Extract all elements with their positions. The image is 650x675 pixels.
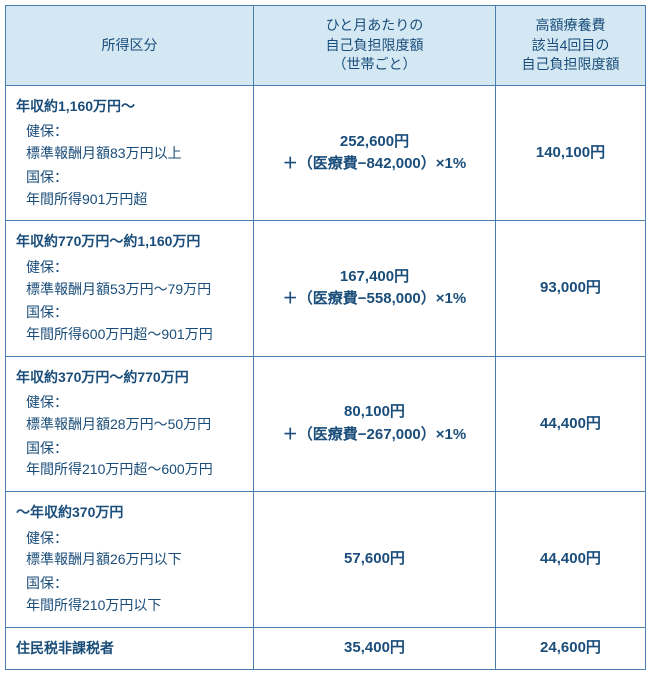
monthly-limit-line1: 57,600円 [258,548,491,571]
monthly-limit-line1: 167,400円 [258,266,491,289]
fourth-time-limit-cell: 93,000円 [496,221,646,356]
fourth-time-limit-cell: 140,100円 [496,85,646,220]
header-mid-l2: 自己負担限度額 [326,37,424,53]
fourth-time-limit-cell: 24,600円 [496,627,646,670]
kokuho-label: 国保： [26,573,243,595]
header-mid-l1: ひと月あたりの [326,17,424,33]
kokuho-text: 年間所得210万円以下 [26,595,243,617]
kenpo-label: 健保： [26,121,243,143]
header-fourth-time-limit: 高額療養費 該当4回目の 自己負担限度額 [496,6,646,86]
monthly-limit-line2: ＋（医療費−558,000）×1% [258,288,491,311]
kenpo-text: 標準報酬月額83万円以上 [26,143,243,165]
table-header-row: 所得区分 ひと月あたりの 自己負担限度額 （世帯ごと） 高額療養費 該当4回目の… [6,6,646,86]
income-range-title: 年収約370万円〜約770万円 [16,367,243,389]
header-right-l1: 高額療養費 [536,17,606,33]
kenpo-text: 標準報酬月額26万円以下 [26,549,243,571]
category-cell: 年収約770万円〜約1,160万円健保：標準報酬月額53万円〜79万円国保：年間… [6,221,254,356]
income-range-title: 年収約1,160万円〜 [16,96,243,118]
fourth-time-limit-cell: 44,400円 [496,356,646,491]
header-right-l3: 自己負担限度額 [522,56,620,72]
kenpo-label: 健保： [26,528,243,550]
table-row: 年収約1,160万円〜健保：標準報酬月額83万円以上国保：年間所得901万円超2… [6,85,646,220]
income-limit-table: 所得区分 ひと月あたりの 自己負担限度額 （世帯ごと） 高額療養費 該当4回目の… [5,5,646,670]
header-mid-l3: （世帯ごと） [333,56,417,72]
kenpo-label: 健保： [26,257,243,279]
table-row-tax-exempt: 住民税非課税者35,400円24,600円 [6,627,646,670]
kenpo-label: 健保： [26,392,243,414]
header-right-l2: 該当4回目の [532,37,610,53]
monthly-limit-line2: ＋（医療費−267,000）×1% [258,424,491,447]
monthly-limit-line1: 252,600円 [258,131,491,154]
table-row: 年収約370万円〜約770万円健保：標準報酬月額28万円〜50万円国保：年間所得… [6,356,646,491]
kokuho-label: 国保： [26,438,243,460]
header-monthly-limit: ひと月あたりの 自己負担限度額 （世帯ごと） [254,6,496,86]
kenpo-text: 標準報酬月額28万円〜50万円 [26,414,243,436]
table-row: 〜年収約370万円健保：標準報酬月額26万円以下国保：年間所得210万円以下57… [6,492,646,627]
monthly-limit-cell: 35,400円 [254,627,496,670]
kokuho-text: 年間所得210万円超〜600万円 [26,459,243,481]
monthly-limit-line1: 80,100円 [258,401,491,424]
monthly-limit-cell: 57,600円 [254,492,496,627]
header-category: 所得区分 [6,6,254,86]
kokuho-text: 年間所得600万円超〜901万円 [26,324,243,346]
monthly-limit-cell: 167,400円＋（医療費−558,000）×1% [254,221,496,356]
monthly-limit-line2: ＋（医療費−842,000）×1% [258,153,491,176]
income-range-title: 〜年収約370万円 [16,502,243,524]
category-cell: 年収約370万円〜約770万円健保：標準報酬月額28万円〜50万円国保：年間所得… [6,356,254,491]
category-cell: 住民税非課税者 [6,627,254,670]
kokuho-text: 年間所得901万円超 [26,189,243,211]
category-cell: 年収約1,160万円〜健保：標準報酬月額83万円以上国保：年間所得901万円超 [6,85,254,220]
category-cell: 〜年収約370万円健保：標準報酬月額26万円以下国保：年間所得210万円以下 [6,492,254,627]
monthly-limit-cell: 80,100円＋（医療費−267,000）×1% [254,356,496,491]
kokuho-label: 国保： [26,167,243,189]
income-range-title: 年収約770万円〜約1,160万円 [16,231,243,253]
kokuho-label: 国保： [26,302,243,324]
kenpo-text: 標準報酬月額53万円〜79万円 [26,279,243,301]
table-row: 年収約770万円〜約1,160万円健保：標準報酬月額53万円〜79万円国保：年間… [6,221,646,356]
monthly-limit-cell: 252,600円＋（医療費−842,000）×1% [254,85,496,220]
fourth-time-limit-cell: 44,400円 [496,492,646,627]
